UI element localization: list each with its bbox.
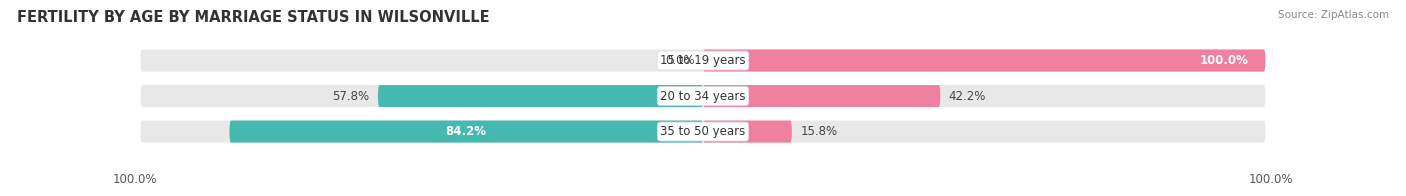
Text: 84.2%: 84.2% <box>446 125 486 138</box>
FancyBboxPatch shape <box>703 121 792 142</box>
Text: 15.8%: 15.8% <box>800 125 838 138</box>
FancyBboxPatch shape <box>703 85 941 107</box>
FancyBboxPatch shape <box>229 121 703 142</box>
FancyBboxPatch shape <box>141 121 1265 142</box>
FancyBboxPatch shape <box>378 85 703 107</box>
Text: 42.2%: 42.2% <box>949 90 986 103</box>
Text: 100.0%: 100.0% <box>112 173 157 186</box>
Text: 57.8%: 57.8% <box>332 90 370 103</box>
FancyBboxPatch shape <box>141 50 1265 72</box>
Text: 15 to 19 years: 15 to 19 years <box>661 54 745 67</box>
Text: Source: ZipAtlas.com: Source: ZipAtlas.com <box>1278 10 1389 20</box>
Text: 100.0%: 100.0% <box>1249 173 1294 186</box>
Text: 35 to 50 years: 35 to 50 years <box>661 125 745 138</box>
Text: 100.0%: 100.0% <box>1199 54 1249 67</box>
Legend: Married, Unmarried: Married, Unmarried <box>620 192 786 196</box>
Text: 0.0%: 0.0% <box>665 54 695 67</box>
FancyBboxPatch shape <box>141 85 1265 107</box>
Text: 20 to 34 years: 20 to 34 years <box>661 90 745 103</box>
FancyBboxPatch shape <box>703 50 1265 72</box>
Text: FERTILITY BY AGE BY MARRIAGE STATUS IN WILSONVILLE: FERTILITY BY AGE BY MARRIAGE STATUS IN W… <box>17 10 489 25</box>
